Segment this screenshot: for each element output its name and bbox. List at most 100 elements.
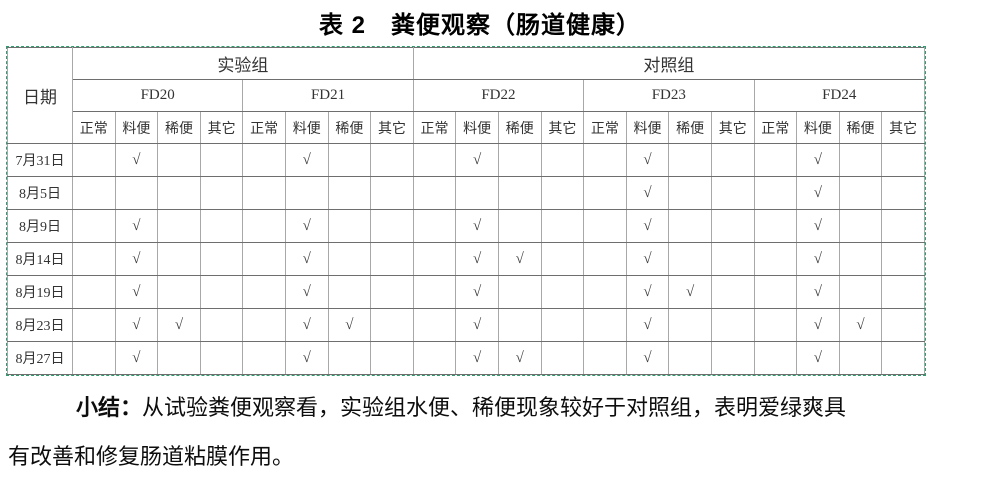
check-mark-cell: √ <box>625 176 670 210</box>
empty-cell <box>370 176 414 210</box>
empty-cell <box>242 341 286 375</box>
check-mark-cell: √ <box>625 242 670 276</box>
check-mark-cell: √ <box>455 143 499 177</box>
date-cell: 8月14日 <box>7 242 73 276</box>
empty-cell <box>753 143 798 177</box>
subject-header-fd22: FD22 <box>412 79 585 112</box>
group-header-experimental: 实验组 <box>72 47 414 80</box>
empty-cell <box>710 341 755 375</box>
empty-cell <box>497 176 542 210</box>
empty-cell <box>540 308 585 342</box>
check-mark-cell: √ <box>625 308 670 342</box>
empty-cell <box>583 143 627 177</box>
check-mark-cell: √ <box>114 242 159 276</box>
empty-cell <box>881 242 925 276</box>
category-header: 稀便 <box>838 111 883 144</box>
check-mark-cell: √ <box>284 275 329 309</box>
empty-cell <box>668 176 712 210</box>
empty-cell <box>710 242 755 276</box>
category-header: 稀便 <box>668 111 712 144</box>
check-mark-cell: √ <box>284 341 329 375</box>
empty-cell <box>242 143 286 177</box>
empty-cell <box>753 341 798 375</box>
check-mark-cell: √ <box>497 341 542 375</box>
empty-cell <box>199 341 244 375</box>
header-row-subjects: FD20 FD21 FD22 FD23 FD24 <box>8 79 925 112</box>
empty-cell <box>242 176 286 210</box>
empty-cell <box>838 242 883 276</box>
empty-cell <box>668 143 712 177</box>
category-header: 其它 <box>199 111 244 144</box>
check-mark-cell: √ <box>455 209 499 243</box>
empty-cell <box>370 242 414 276</box>
category-header: 正常 <box>412 111 457 144</box>
empty-cell <box>157 242 201 276</box>
empty-cell <box>881 341 925 375</box>
empty-cell <box>199 308 244 342</box>
category-header: 正常 <box>242 111 286 144</box>
empty-cell <box>753 308 798 342</box>
empty-cell <box>881 143 925 177</box>
empty-cell <box>881 176 925 210</box>
empty-cell <box>199 275 244 309</box>
empty-cell <box>753 209 798 243</box>
empty-cell <box>327 209 372 243</box>
empty-cell <box>412 308 457 342</box>
category-header: 正常 <box>753 111 798 144</box>
check-mark-cell: √ <box>455 242 499 276</box>
empty-cell <box>370 308 414 342</box>
empty-cell <box>497 275 542 309</box>
check-mark-cell: √ <box>796 209 840 243</box>
table-body: 7月31日 √ √ √ √ √ 8月5日 √ √ 8月9日 √ √ √ √ √ 8月14日 √ √ √ √ √ √ 8月19… <box>7 143 925 375</box>
check-mark-cell: √ <box>625 209 670 243</box>
empty-cell <box>242 308 286 342</box>
empty-cell <box>72 176 116 210</box>
check-mark-cell: √ <box>114 209 159 243</box>
empty-cell <box>753 242 798 276</box>
check-mark-cell: √ <box>497 242 542 276</box>
check-mark-cell: √ <box>796 143 840 177</box>
empty-cell <box>199 176 244 210</box>
empty-cell <box>242 242 286 276</box>
category-header: 稀便 <box>497 111 542 144</box>
category-header: 料便 <box>455 111 499 144</box>
category-header: 料便 <box>625 111 670 144</box>
category-header: 正常 <box>583 111 627 144</box>
empty-cell <box>114 176 159 210</box>
selection-marquee: 日期 实验组 对照组 FD20 FD21 FD22 FD23 FD24 正常 料便 稀便 其它 正常 料便… <box>6 46 926 376</box>
check-mark-cell: √ <box>455 341 499 375</box>
check-mark-cell: √ <box>796 275 840 309</box>
summary-paragraph: 小结：从试验粪便观察看，实验组水便、稀便现象较好于对照组，表明爱绿爽具 有改善和… <box>8 383 989 480</box>
date-cell: 8月9日 <box>7 209 73 243</box>
empty-cell <box>327 341 372 375</box>
check-mark-cell: √ <box>625 143 670 177</box>
check-mark-cell: √ <box>838 308 883 342</box>
empty-cell <box>72 143 116 177</box>
empty-cell <box>668 209 712 243</box>
empty-cell <box>583 242 627 276</box>
empty-cell <box>497 209 542 243</box>
header-row-groups: 日期 实验组 对照组 <box>7 47 926 144</box>
empty-cell <box>412 143 457 177</box>
empty-cell <box>838 275 883 309</box>
date-column-header: 日期 <box>7 47 73 144</box>
category-header: 稀便 <box>327 111 372 144</box>
empty-cell <box>370 143 414 177</box>
category-header: 正常 <box>72 111 116 144</box>
check-mark-cell: √ <box>668 275 712 309</box>
empty-cell <box>838 341 883 375</box>
empty-cell <box>710 308 755 342</box>
empty-cell <box>370 341 414 375</box>
empty-cell <box>753 176 798 210</box>
empty-cell <box>72 209 116 243</box>
empty-cell <box>327 176 372 210</box>
table-row: 8月9日 √ √ √ √ √ <box>7 209 925 243</box>
category-header: 料便 <box>796 111 840 144</box>
subject-header-fd21: FD21 <box>242 79 414 112</box>
empty-cell <box>412 176 457 210</box>
group-header-control: 对照组 <box>412 47 926 80</box>
check-mark-cell: √ <box>455 275 499 309</box>
empty-cell <box>327 275 372 309</box>
empty-cell <box>497 308 542 342</box>
